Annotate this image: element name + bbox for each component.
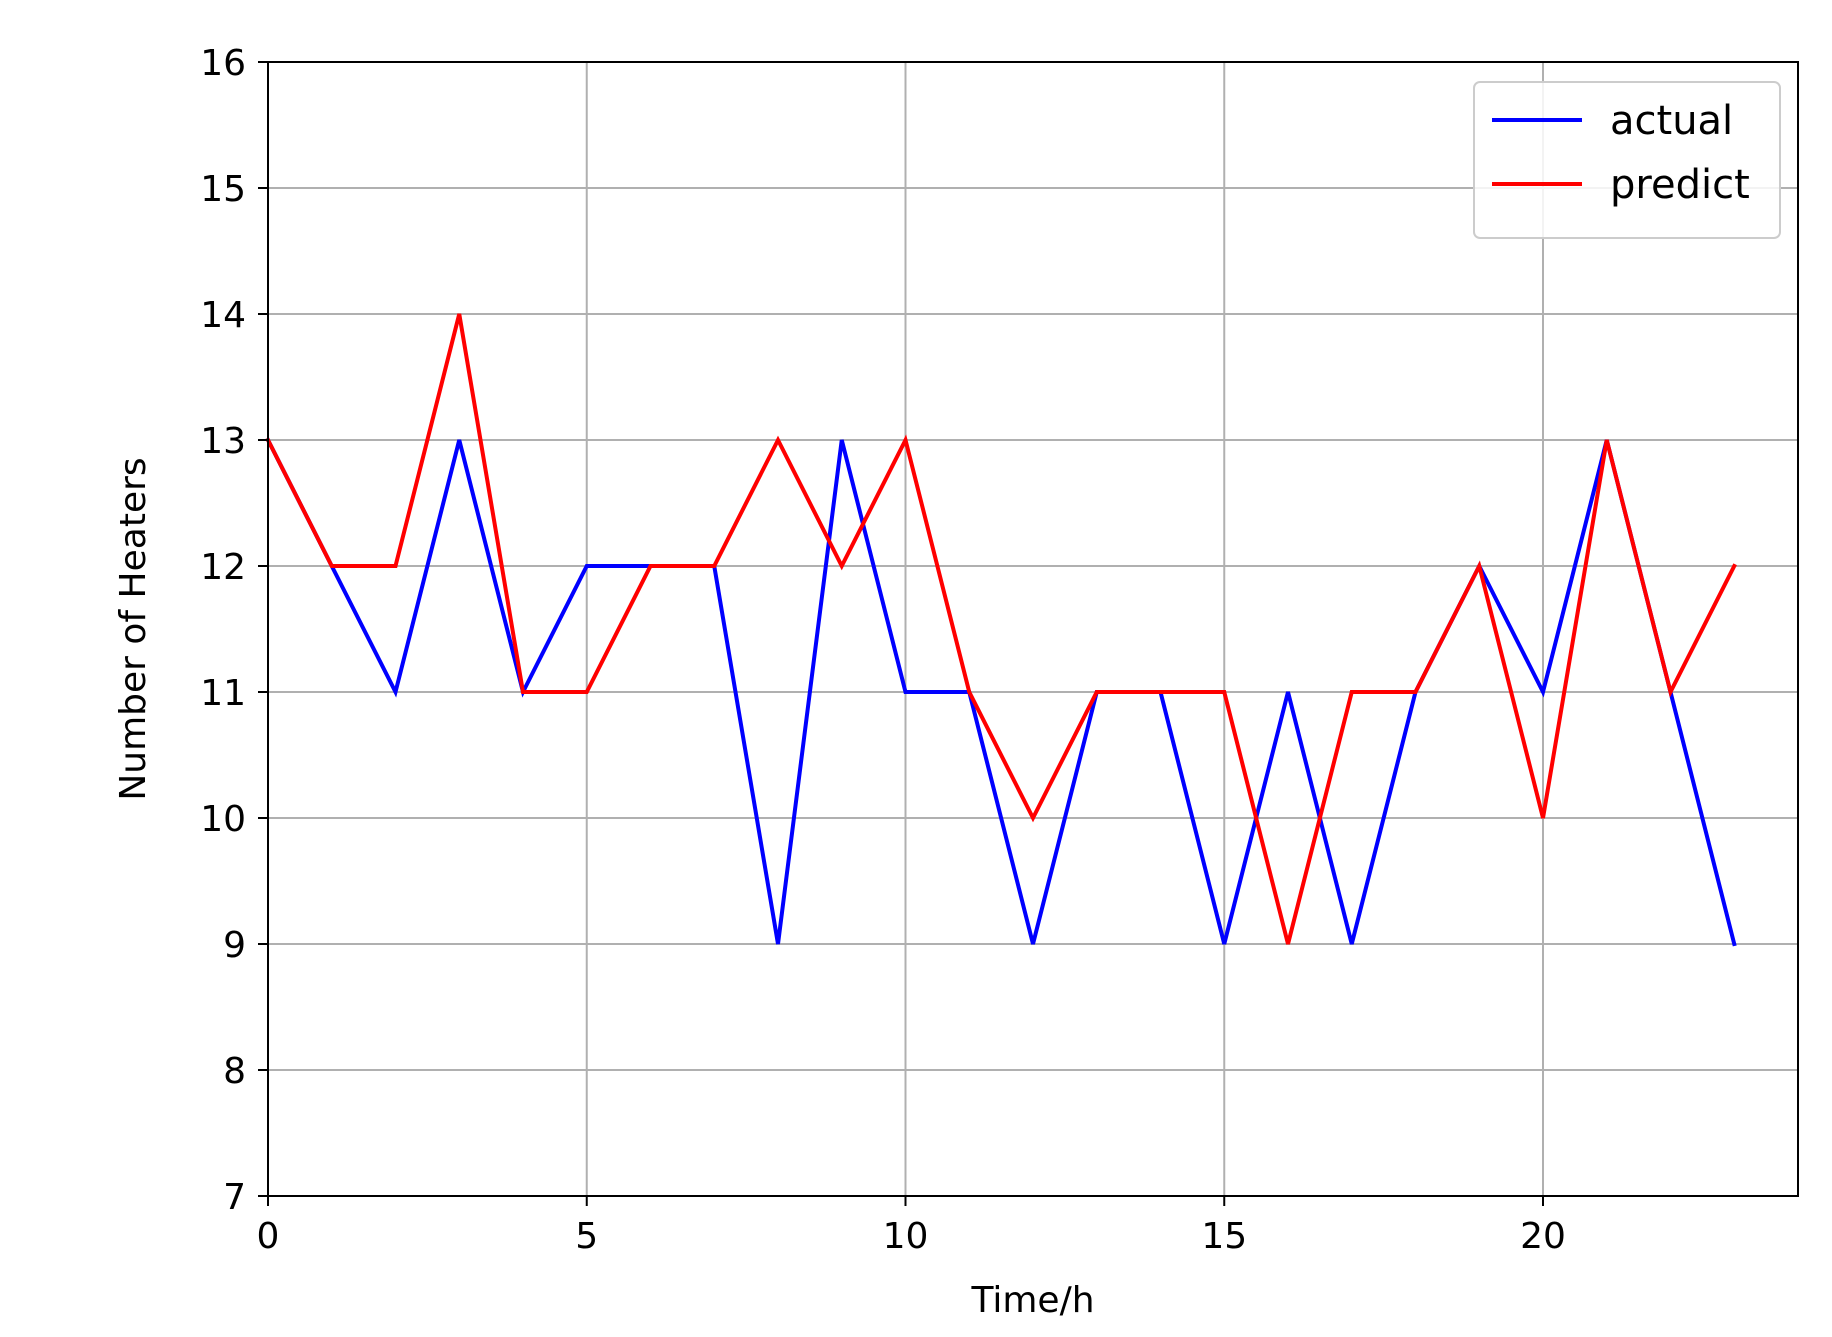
y-tick-label: 16 xyxy=(200,43,246,84)
x-tick-label: 10 xyxy=(883,1216,929,1257)
y-tick-label: 7 xyxy=(223,1177,246,1218)
x-tick-label: 15 xyxy=(1201,1216,1247,1257)
x-tick-label: 0 xyxy=(257,1216,280,1257)
x-tick-label: 20 xyxy=(1520,1216,1566,1257)
series-line-actual xyxy=(265,437,1737,947)
y-axis-label: Number of Heaters xyxy=(113,457,154,800)
axis-ticks: 0 5 10 15 20 7 8 9 10 11 12 13 14 15 16 xyxy=(200,43,1566,1257)
series-line-predict xyxy=(265,313,1737,945)
legend-label-actual: actual xyxy=(1610,98,1733,144)
x-axis-label: Time/h xyxy=(970,1280,1094,1321)
y-tick-label: 12 xyxy=(200,547,246,588)
y-tick-label: 15 xyxy=(200,169,246,210)
y-tick-label: 14 xyxy=(200,295,246,336)
y-tick-label: 11 xyxy=(200,673,246,714)
x-tick-label: 5 xyxy=(575,1216,598,1257)
series-layer xyxy=(265,313,1737,947)
y-tick-label: 10 xyxy=(200,799,246,840)
plot-frame xyxy=(267,61,1799,1197)
y-tick-label: 9 xyxy=(223,925,246,966)
y-tick-label: 8 xyxy=(223,1051,246,1092)
legend: actual predict xyxy=(1473,81,1781,239)
legend-label-predict: predict xyxy=(1610,162,1750,208)
y-tick-label: 13 xyxy=(200,421,246,462)
